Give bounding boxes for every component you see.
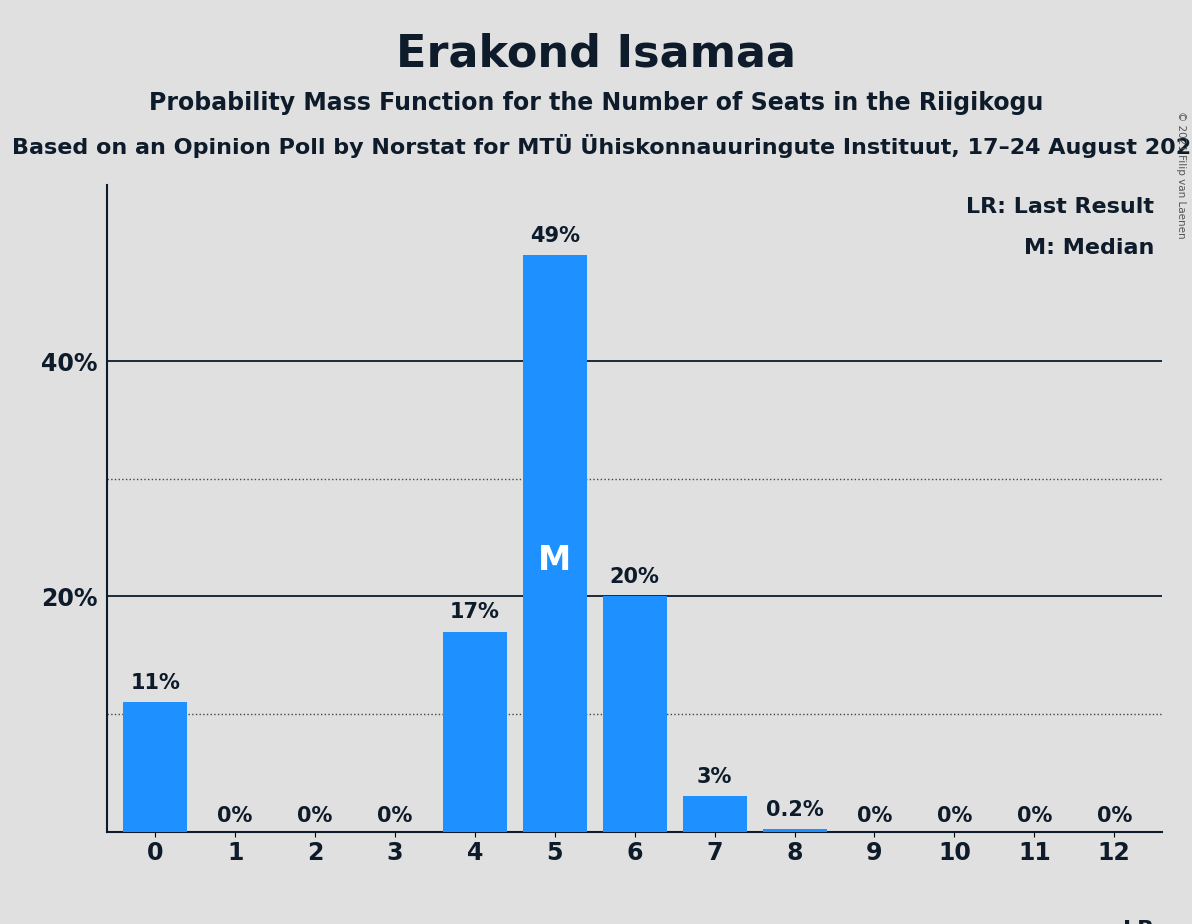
- Bar: [683, 796, 746, 832]
- Bar: [443, 632, 507, 832]
- Text: Based on an Opinion Poll by Norstat for MTÜ Ühiskonnauuringute Instituut, 17–24 : Based on an Opinion Poll by Norstat for …: [12, 134, 1192, 158]
- Bar: [763, 829, 826, 832]
- Text: 20%: 20%: [610, 567, 659, 587]
- Bar: [123, 702, 187, 832]
- Text: 0%: 0%: [1017, 806, 1053, 826]
- Text: 0%: 0%: [297, 806, 333, 826]
- Text: 0%: 0%: [1097, 806, 1132, 826]
- Text: LR: LR: [1123, 919, 1154, 924]
- Text: 49%: 49%: [529, 226, 579, 246]
- Text: 11%: 11%: [130, 673, 180, 693]
- Text: © 2021 Filip van Laenen: © 2021 Filip van Laenen: [1177, 111, 1186, 238]
- Text: Erakond Isamaa: Erakond Isamaa: [396, 32, 796, 76]
- Bar: [523, 255, 586, 832]
- Text: Probability Mass Function for the Number of Seats in the Riigikogu: Probability Mass Function for the Number…: [149, 91, 1043, 115]
- Text: LR: Last Result: LR: Last Result: [967, 197, 1154, 216]
- Text: M: Median: M: Median: [1024, 237, 1154, 258]
- Text: 0%: 0%: [857, 806, 892, 826]
- Text: M: M: [539, 544, 571, 578]
- Text: 3%: 3%: [697, 767, 732, 787]
- Bar: [603, 596, 666, 832]
- Text: 0%: 0%: [378, 806, 412, 826]
- Text: 0%: 0%: [937, 806, 973, 826]
- Text: 0%: 0%: [217, 806, 253, 826]
- Text: 17%: 17%: [449, 602, 499, 622]
- Text: 0.2%: 0.2%: [765, 800, 824, 820]
